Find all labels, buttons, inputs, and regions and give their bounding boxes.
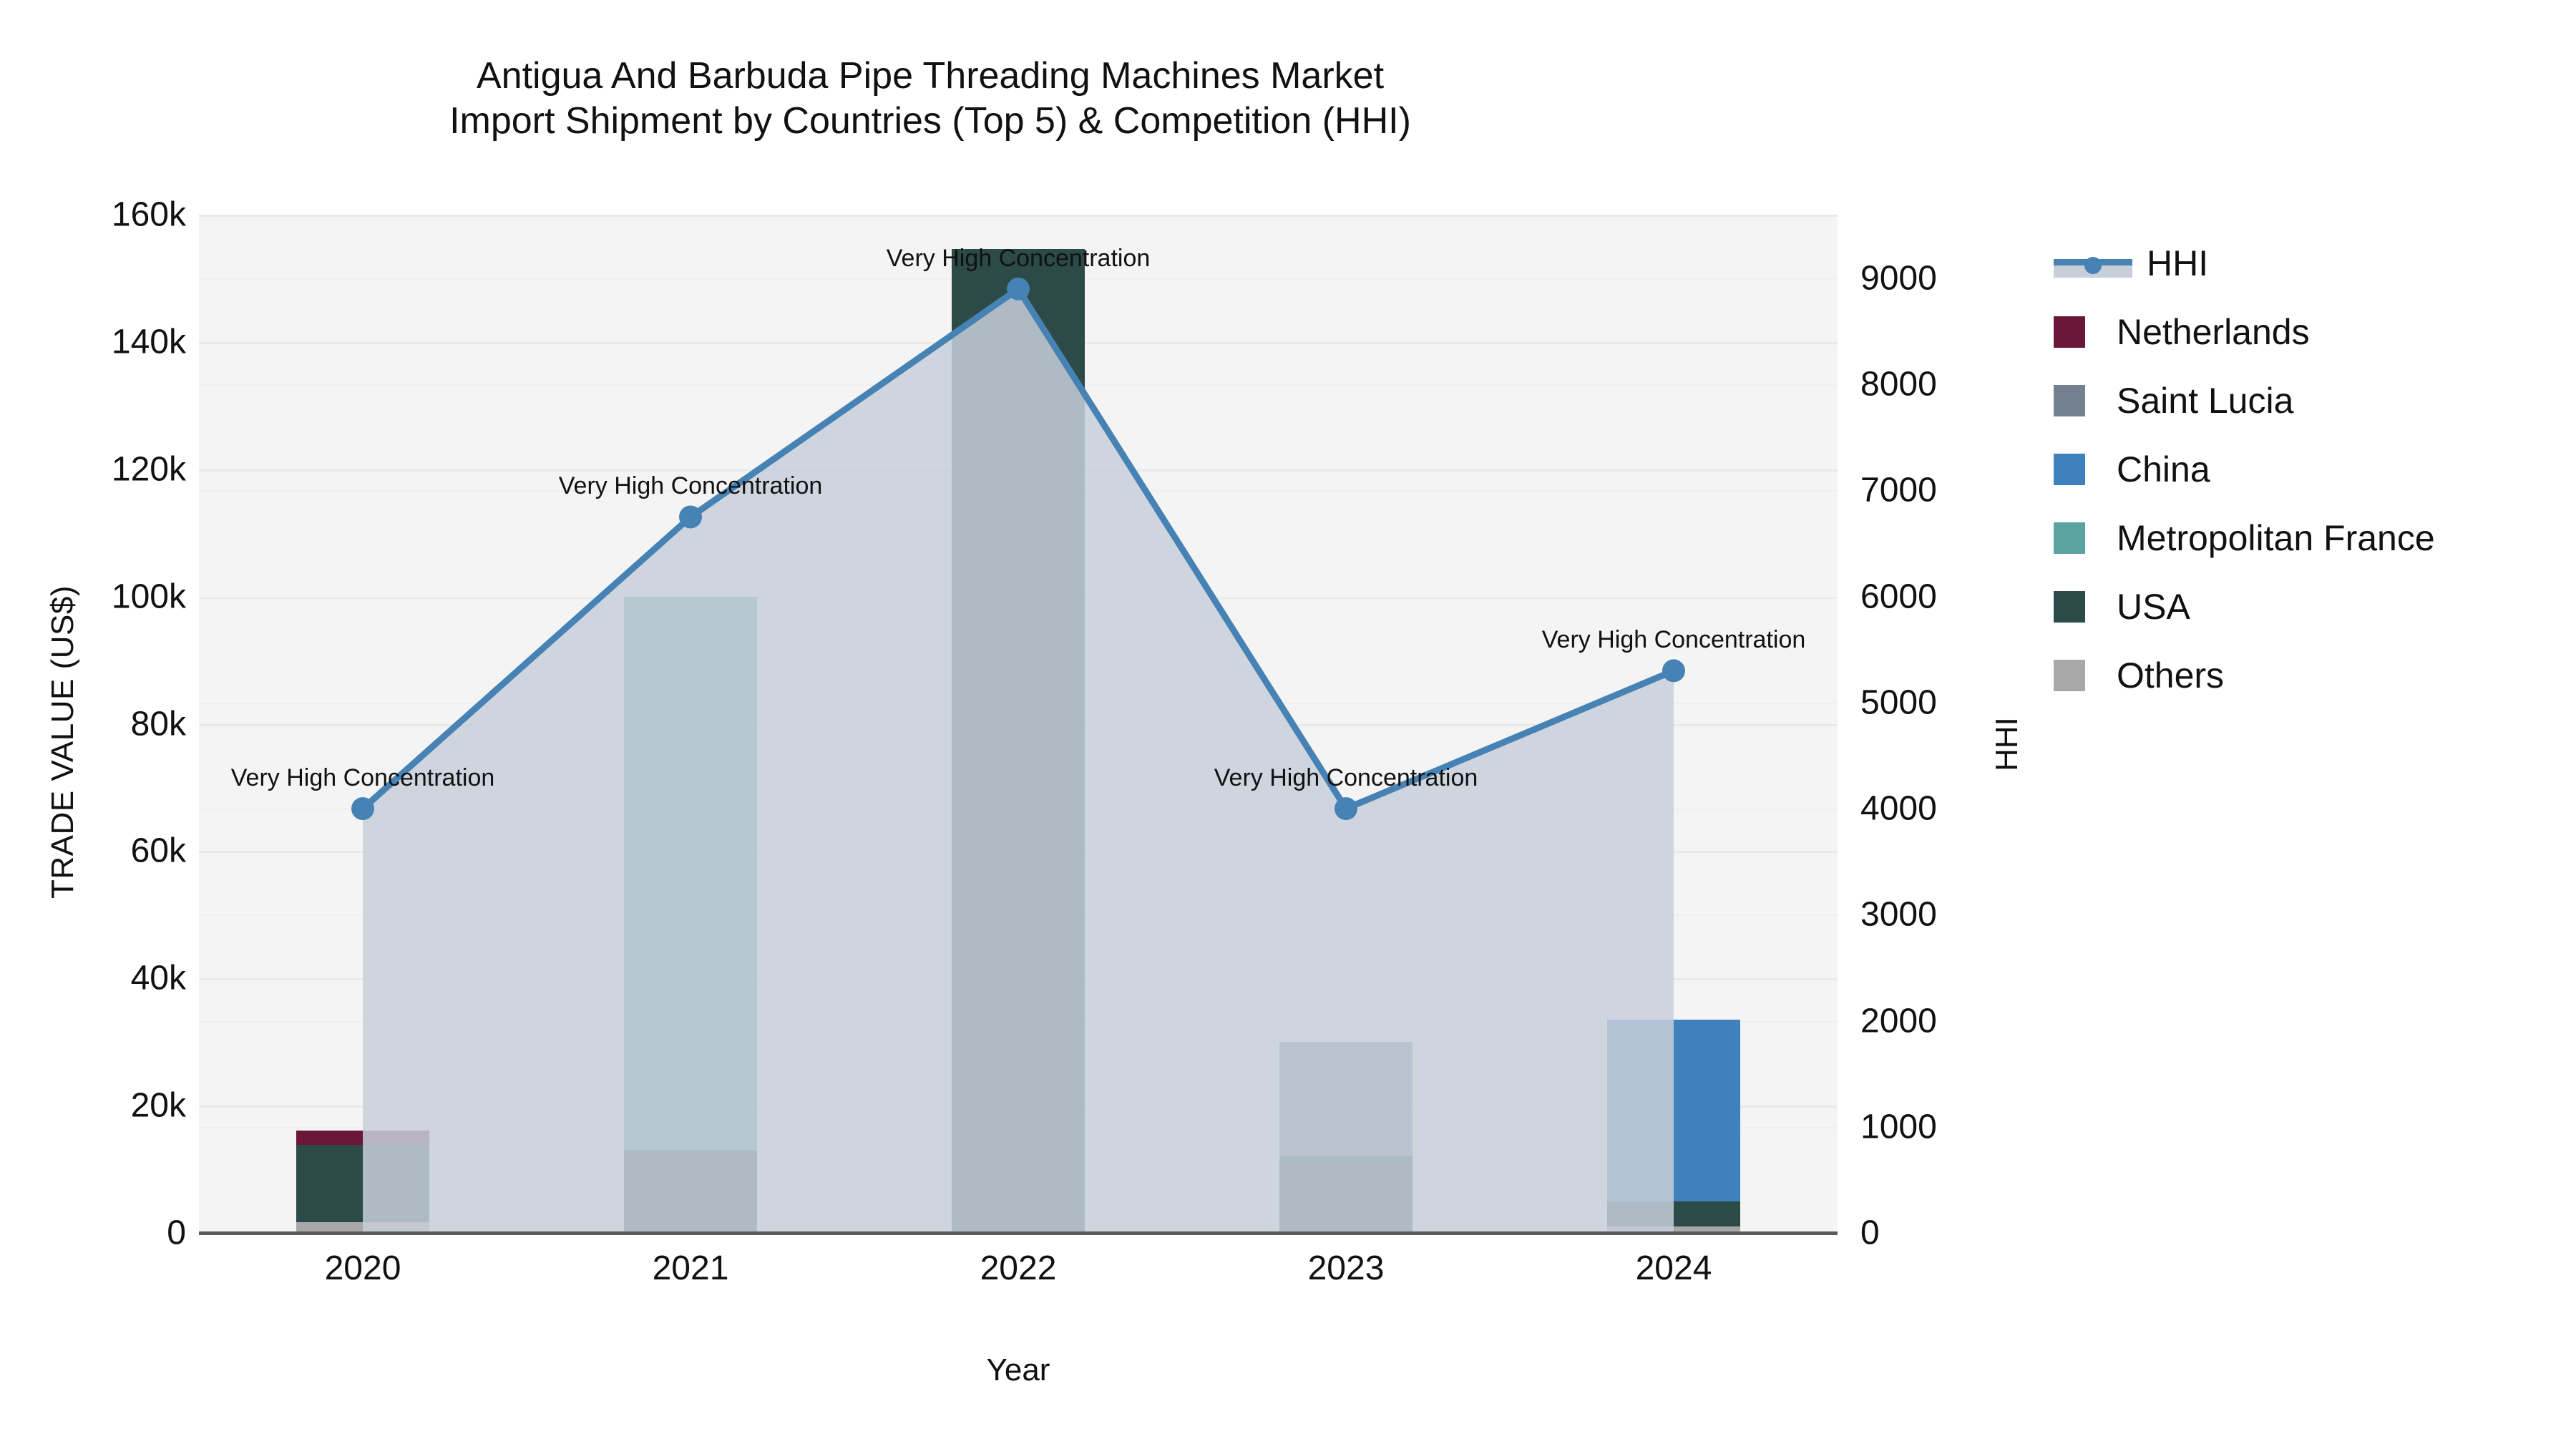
x-tick-label: 2024 [1635,1249,1712,1287]
y-tick-label-right: 0 [1860,1214,1880,1252]
bar-segment[interactable] [1607,1226,1740,1233]
y-tick-label-right: 2000 [1860,1002,1937,1040]
y-tick-label-right: 3000 [1860,895,1937,934]
hhi-point-annotation: Very High Concentration [886,244,1151,272]
legend-item-label: USA [2117,587,2190,627]
x-tick-label: 2023 [1307,1249,1385,1287]
y-tick-label-right: 5000 [1860,683,1937,722]
chart-title: Antigua And Barbuda Pipe Threading Machi… [0,54,1860,145]
y-tick-label-left: 80k [130,705,186,743]
x-tick-label: 2021 [652,1249,729,1287]
y-tick-label-right: 8000 [1860,365,1937,404]
y-tick-label-right: 4000 [1860,789,1937,828]
hhi-point-annotation: Very High Concentration [230,764,495,792]
y-tick-label-right: 9000 [1860,259,1937,298]
gridline-left [199,215,1838,217]
y-tick-label-right: 7000 [1860,471,1937,509]
legend-item[interactable]: Others [2054,641,2569,710]
legend-line-marker-icon [2054,248,2132,279]
legend-item[interactable]: Netherlands [2054,298,2569,366]
legend-item-label: China [2117,449,2210,489]
legend-swatch-icon [2054,660,2085,691]
legend-item-label: Netherlands [2117,312,2310,352]
y-tick-label-right: 1000 [1860,1108,1937,1146]
y-tick-label-left: 120k [111,450,186,489]
legend-item-label: HHI [2147,243,2209,283]
x-axis-title: Year [986,1352,1050,1387]
hhi-point-annotation: Very High Concentration [1214,764,1478,792]
legend-item-label: Others [2117,655,2225,696]
legend-item-label: Saint Lucia [2117,381,2294,421]
legend-item[interactable]: Saint Lucia [2054,366,2569,435]
y-tick-label-left: 140k [111,323,186,361]
hhi-point-annotation: Very High Concentration [1541,626,1806,654]
y-tick-label-left: 60k [130,831,186,870]
legend-item[interactable]: HHI [2054,229,2569,298]
hhi-point-annotation: Very High Concentration [558,472,823,500]
y-axis-left: 0 20k 40k 60k 80k 100k 120k 140k 160k [0,0,187,1449]
chart-title-line-2: Import Shipment by Countries (Top 5) & C… [449,100,1411,142]
legend-swatch-icon [2054,316,2085,348]
x-axis-spine [199,1231,1838,1235]
chart-title-line-1: Antigua And Barbuda Pipe Threading Machi… [476,55,1385,97]
y-tick-label-left: 20k [130,1086,186,1125]
legend-swatch-icon [2054,454,2085,485]
x-tick-label: 2022 [980,1249,1057,1287]
y-tick-label-left: 100k [111,577,186,616]
x-tick-label: 2020 [324,1249,401,1287]
y-tick-label-left: 40k [130,959,186,997]
legend: HHI Netherlands Saint Lucia China Metropolit… [2054,229,2569,710]
y-tick-label-left: 0 [167,1214,186,1252]
y-axis-right: 0 1000 2000 3000 4000 5000 6000 7000 8000 9000 [1860,0,2147,1449]
legend-swatch-icon [2054,522,2085,554]
legend-item[interactable]: China [2054,435,2569,504]
legend-item-label: Metropolitan France [2117,518,2435,558]
legend-item[interactable]: USA [2054,572,2569,641]
legend-swatch-icon [2054,591,2085,623]
legend-item[interactable]: Metropolitan France [2054,504,2569,572]
y-tick-label-right: 6000 [1860,577,1937,616]
y-tick-label-left: 160k [111,195,186,234]
legend-swatch-icon [2054,385,2085,416]
